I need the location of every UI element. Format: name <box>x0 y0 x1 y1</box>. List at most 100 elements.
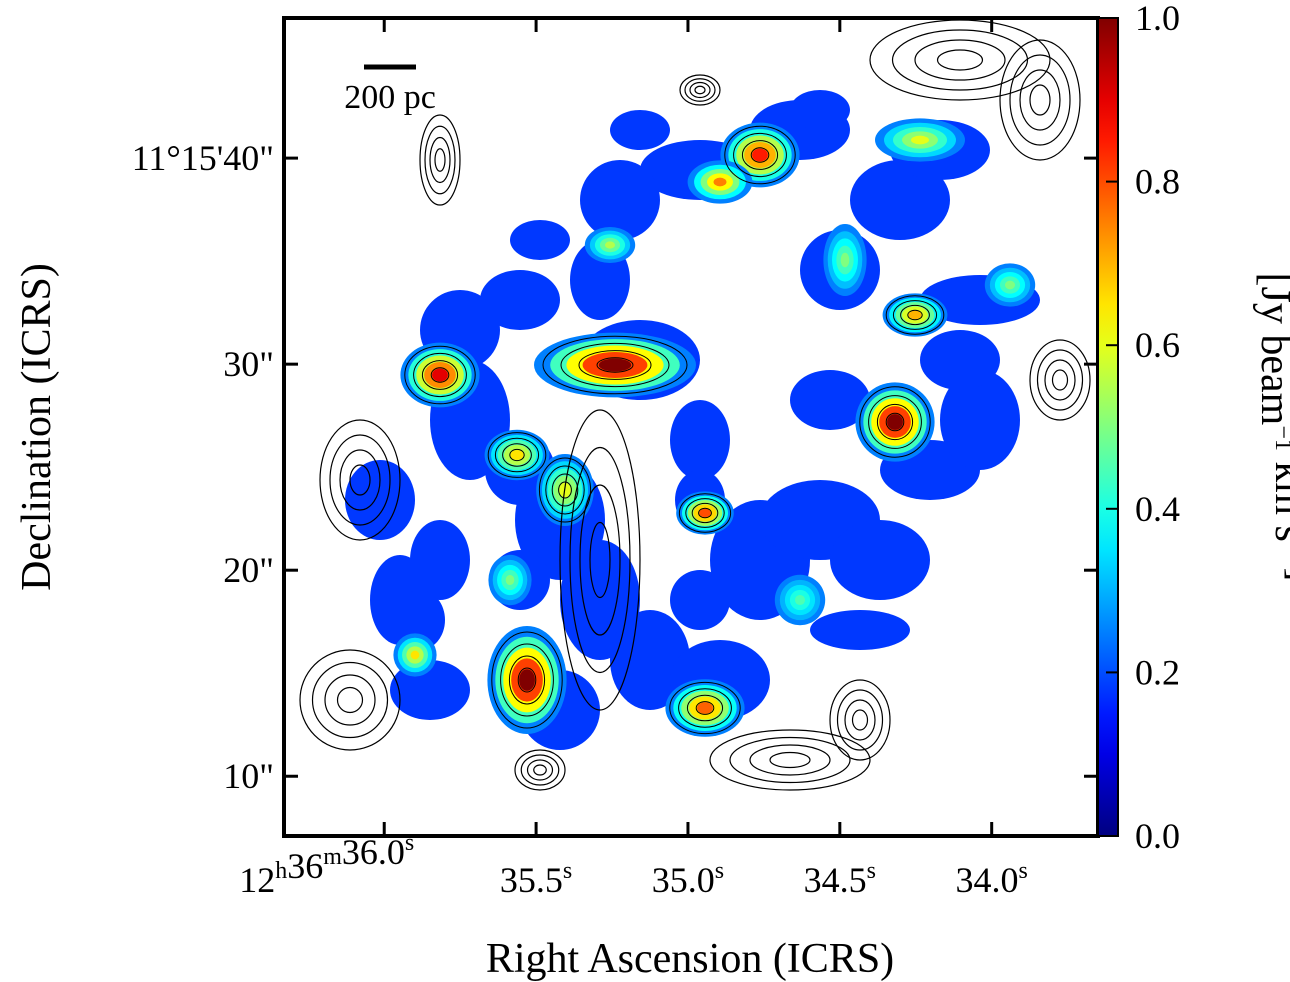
contour <box>691 502 719 524</box>
contour <box>589 521 611 599</box>
emission-peak <box>794 594 806 606</box>
contour <box>694 85 706 95</box>
contour <box>1029 339 1091 421</box>
contour <box>487 432 547 478</box>
contour <box>750 147 770 163</box>
contour <box>329 434 391 526</box>
contour <box>1036 349 1084 411</box>
contour <box>1009 54 1071 146</box>
contour <box>869 19 1051 101</box>
emission-patch <box>610 110 670 150</box>
emission-peak <box>1004 280 1016 290</box>
contour <box>885 412 905 432</box>
emission-peak <box>604 241 616 249</box>
contour <box>559 409 641 711</box>
contour <box>578 350 652 380</box>
emission-patch <box>810 610 910 650</box>
emission-peak <box>410 650 420 660</box>
contour <box>885 295 945 335</box>
contour <box>891 29 1029 91</box>
contour <box>769 751 811 769</box>
contour <box>724 125 796 185</box>
emission-peak <box>840 252 850 268</box>
contour <box>844 699 876 741</box>
contour <box>936 49 984 71</box>
contour <box>542 335 688 395</box>
contour <box>339 449 381 511</box>
x-axis-title: Right Ascension (ICRS) <box>486 936 894 982</box>
y-axis-title: Declination (ICRS) <box>14 263 60 591</box>
contour <box>999 39 1081 161</box>
emission-patch <box>920 330 1000 390</box>
contour <box>741 140 779 170</box>
colorbar-tick-label: 0.2 <box>1135 652 1180 692</box>
contour <box>698 507 712 519</box>
emission-patch <box>480 270 560 330</box>
emission-peak <box>519 669 535 691</box>
contour <box>319 419 401 541</box>
contour <box>413 352 467 398</box>
contour <box>551 473 579 507</box>
contour <box>678 688 732 728</box>
contour <box>914 39 1006 81</box>
contour <box>907 309 923 321</box>
emission-patch <box>670 400 730 480</box>
contour <box>424 125 456 195</box>
contour <box>502 443 532 467</box>
contour <box>434 148 446 172</box>
contour <box>569 446 631 674</box>
contour <box>558 481 572 499</box>
contour <box>494 437 540 473</box>
emission-patch <box>830 520 930 600</box>
contour <box>560 342 670 388</box>
contour <box>836 689 884 751</box>
contour <box>311 661 389 739</box>
emission-map <box>345 90 1040 750</box>
contour <box>685 498 725 528</box>
contour <box>689 81 711 99</box>
contour <box>349 464 371 496</box>
contour <box>876 403 914 441</box>
contour <box>892 300 938 330</box>
emission-peak <box>510 449 524 461</box>
contour <box>900 304 930 326</box>
emission-patch <box>580 160 660 240</box>
contour <box>1029 84 1051 116</box>
emission-peak <box>713 177 727 187</box>
scale-bar-label: 200 pc <box>344 79 436 116</box>
contour <box>299 649 401 751</box>
x-tick-label: 35.5s <box>500 858 572 900</box>
contour <box>709 729 871 791</box>
x-tick-label: 34.5s <box>804 858 876 900</box>
y-tick-label: 30" <box>223 344 274 384</box>
contour <box>430 367 450 383</box>
colorbar-title: [Jy beam−1 km s−1] <box>1252 273 1290 582</box>
contour <box>579 484 621 636</box>
emission-peak <box>908 310 922 320</box>
colorbar-tick-label: 0.0 <box>1135 816 1180 856</box>
contour <box>491 631 563 729</box>
emission-peak <box>598 358 632 372</box>
contour <box>520 754 560 786</box>
emission-patch <box>850 160 950 240</box>
contour <box>1044 359 1076 401</box>
contours <box>299 19 1091 791</box>
contour <box>695 701 715 715</box>
contour <box>421 360 459 390</box>
contour <box>509 448 525 462</box>
contour <box>684 78 716 102</box>
emission-peak <box>752 148 768 162</box>
y-tick-label: 10" <box>223 756 274 796</box>
contour <box>851 709 869 731</box>
emission-patch <box>670 570 730 630</box>
contour <box>324 674 376 726</box>
emission-patch <box>410 520 470 600</box>
emission-peak <box>911 135 929 145</box>
contour <box>517 667 537 693</box>
contour <box>729 736 851 784</box>
contour <box>429 136 451 184</box>
contour <box>533 764 547 776</box>
contour <box>859 386 931 458</box>
